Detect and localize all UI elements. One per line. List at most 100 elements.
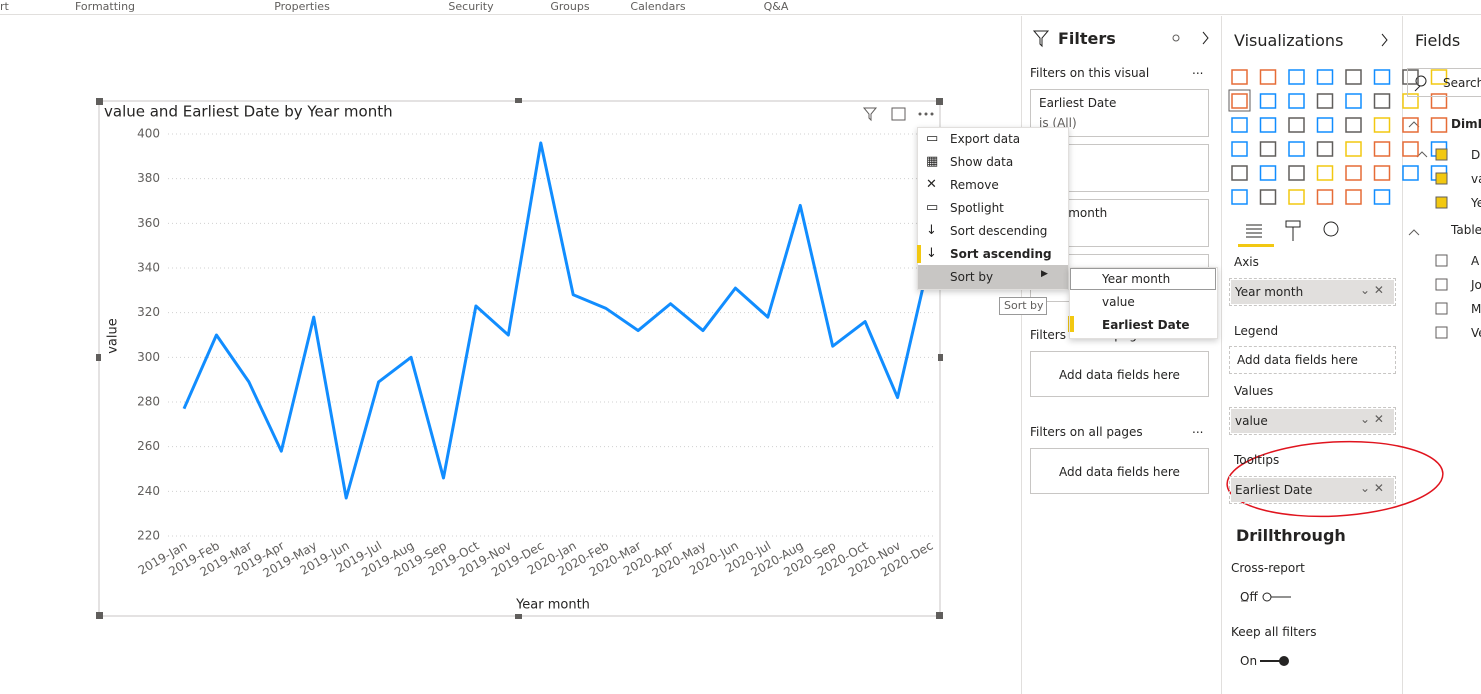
more[interactable]: ... [1192,63,1204,77]
more[interactable]: ... [1192,422,1204,436]
viz-icon[interactable] [1288,189,1305,205]
field-item[interactable]: Ye [1471,196,1481,210]
viz-icon[interactable] [1430,141,1448,157]
viz-icon[interactable] [1259,117,1277,133]
menu-item[interactable]: Export data [950,132,1021,146]
well[interactable] [1229,407,1396,435]
viz-icon[interactable] [1373,117,1391,133]
pill-controls[interactable]: ⌄ ✕ [1360,481,1384,495]
viz-icon[interactable] [1345,141,1362,157]
viz-icon[interactable] [1345,117,1362,133]
submenu-item[interactable]: Year month [1102,272,1171,286]
menu-item[interactable]: Spotlight [950,201,1004,215]
filter-card[interactable] [1030,89,1209,137]
submenu-item[interactable]: value [1102,295,1135,309]
field-item[interactable]: M [1471,302,1481,316]
checkbox[interactable] [1435,172,1448,185]
well[interactable] [1229,476,1396,504]
viz-icon[interactable] [1231,117,1248,133]
viz-icon[interactable] [1288,69,1305,85]
visual-header-icons[interactable] [862,107,934,122]
viz-icon[interactable] [1316,165,1334,181]
checkbox[interactable] [1435,302,1448,315]
viz-icon[interactable] [1316,93,1334,109]
table-name[interactable]: DimD [1451,117,1481,131]
ribbon-tab[interactable]: Security [448,0,494,13]
viz-icon[interactable] [1259,141,1277,157]
viz-icon[interactable] [1259,189,1277,205]
viz-icon[interactable] [1231,165,1248,181]
viz-icon[interactable] [1231,141,1248,157]
menu-item[interactable]: Show data [950,155,1014,169]
menu-item[interactable]: Remove [950,178,999,192]
table-name[interactable]: Table [1451,223,1481,237]
viz-icon[interactable] [1316,141,1334,157]
toggle[interactable] [1262,592,1272,602]
viz-icon[interactable] [1259,165,1277,181]
viz-icon[interactable] [1288,117,1305,133]
viz-icon[interactable] [1231,189,1248,205]
viz-icon[interactable] [1345,69,1362,85]
viz-icon[interactable] [1430,165,1448,181]
ribbon-tab[interactable]: Properties [274,0,330,13]
viz-icon[interactable] [1316,117,1334,133]
viz-icon[interactable] [1345,189,1362,205]
ribbon-tab[interactable]: Groups [550,0,590,13]
well[interactable] [1229,346,1396,374]
search-box[interactable] [1407,68,1481,97]
viz-icon[interactable] [1288,93,1305,109]
viz-icon[interactable] [1231,93,1248,109]
viz-icon[interactable] [1259,93,1277,109]
viz-icon[interactable] [1345,165,1362,181]
field-item[interactable]: va [1471,172,1481,186]
viz-icon[interactable] [1373,165,1391,181]
viz-icon[interactable] [1402,165,1419,181]
menu-item[interactable]: Sort by [950,270,994,284]
checkbox[interactable] [1435,278,1448,291]
ribbon-tab[interactable]: Formatting [74,0,136,13]
viz-icon[interactable] [1288,165,1305,181]
ribbon-tab[interactable]: Q&A [763,0,789,13]
checkbox[interactable] [1435,196,1448,209]
eye[interactable] [1172,34,1180,42]
ribbon-tab[interactable]: Calendars [630,0,686,13]
viz-icon[interactable] [1288,141,1305,157]
viz-icon[interactable] [1316,69,1334,85]
format-tab[interactable] [1285,220,1301,241]
viz-icon[interactable] [1402,141,1419,157]
viz-icon[interactable] [1231,69,1248,85]
ribbon-tab[interactable]: rt [0,0,9,13]
drop-zone[interactable] [1030,448,1209,494]
field-pill[interactable] [1231,478,1394,502]
toggle[interactable] [1279,656,1289,666]
checkbox[interactable] [1435,254,1448,267]
menu-item[interactable]: Sort ascending [950,247,1052,261]
fields-tab[interactable] [1246,224,1262,238]
field-pill[interactable] [1231,409,1394,433]
viz-icon[interactable] [1402,117,1419,133]
checkbox[interactable] [1435,148,1448,161]
field-pill[interactable] [1231,280,1394,304]
field-item[interactable]: A [1471,254,1480,268]
field-item[interactable]: Jo [1471,278,1481,292]
field-item[interactable]: D [1471,148,1481,162]
pill-controls[interactable]: ⌄ ✕ [1360,283,1384,297]
field-item[interactable]: Ve [1471,326,1481,340]
well[interactable] [1229,278,1396,306]
pill-controls[interactable]: ⌄ ✕ [1360,412,1384,426]
drop-zone[interactable] [1030,351,1209,397]
viz-icon[interactable] [1430,117,1448,133]
collapse[interactable] [1381,33,1388,47]
submenu-item[interactable]: Earliest Date [1102,318,1190,332]
tree-chevron[interactable] [1408,121,1428,236]
viz-icon[interactable] [1259,69,1277,85]
collapse[interactable] [1202,31,1209,45]
viz-icon[interactable] [1373,141,1391,157]
viz-icon[interactable] [1373,189,1391,205]
checkbox[interactable] [1435,326,1448,339]
viz-icon[interactable] [1345,93,1362,109]
viz-icon[interactable] [1316,189,1334,205]
viz-icon[interactable] [1373,69,1391,85]
analytics-tab[interactable] [1323,221,1339,237]
menu-item[interactable]: Sort descending [950,224,1048,238]
